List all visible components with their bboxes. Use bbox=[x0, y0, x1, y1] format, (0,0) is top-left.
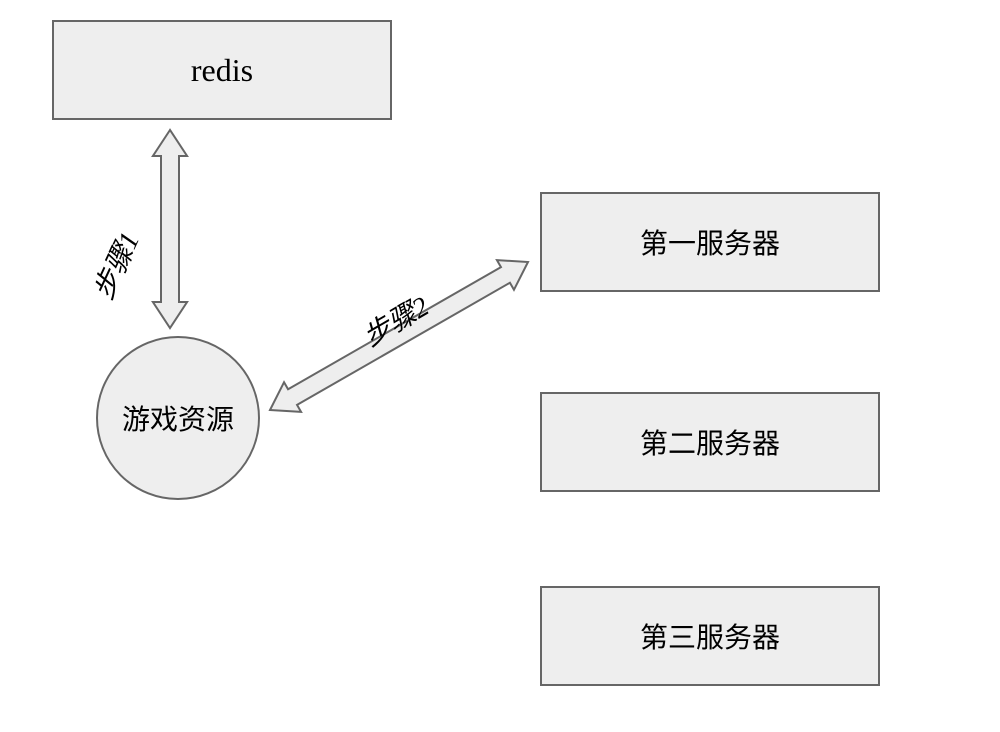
server3-label: 第三服务器 bbox=[640, 616, 780, 656]
step1-label: 步骤1 bbox=[82, 225, 148, 305]
server3-box: 第三服务器 bbox=[540, 586, 880, 686]
arrow-step1 bbox=[153, 130, 187, 328]
resource-circle: 游戏资源 bbox=[96, 336, 260, 500]
server1-box: 第一服务器 bbox=[540, 192, 880, 292]
server1-label: 第一服务器 bbox=[640, 222, 780, 262]
redis-label: redis bbox=[191, 52, 253, 89]
server2-label: 第二服务器 bbox=[640, 422, 780, 462]
redis-box: redis bbox=[52, 20, 392, 120]
resource-label: 游戏资源 bbox=[122, 398, 234, 438]
step2-label: 步骤2 bbox=[355, 285, 436, 355]
server2-box: 第二服务器 bbox=[540, 392, 880, 492]
